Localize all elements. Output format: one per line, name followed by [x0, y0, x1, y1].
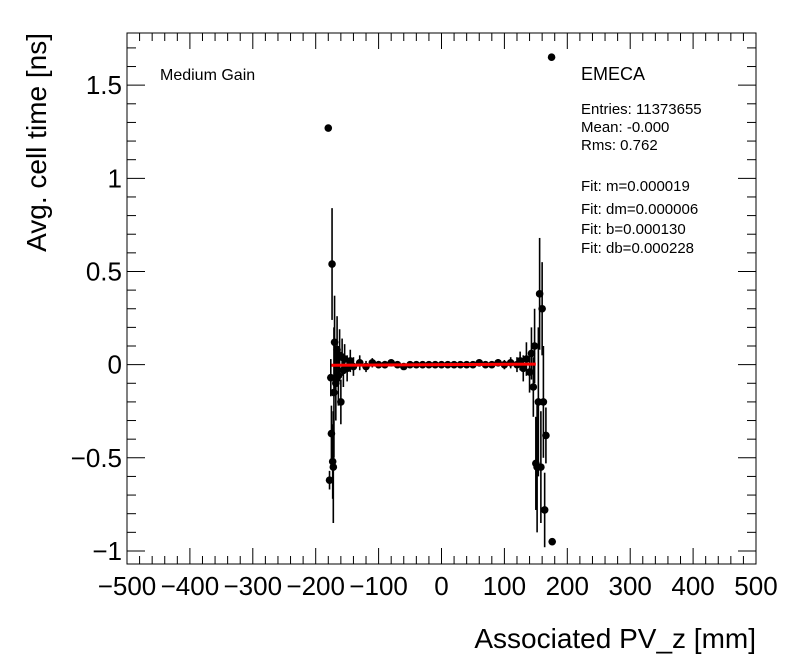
data-point — [548, 537, 557, 546]
gain-label: Medium Gain — [160, 67, 255, 84]
y-tick-label: 1 — [108, 163, 122, 193]
plot-frame — [126, 32, 757, 565]
data-point — [527, 349, 536, 358]
stats-entries: Entries: 11373655 — [581, 101, 702, 118]
fit-dm: Fit: dm=0.000006 — [581, 201, 698, 218]
x-tick-label: 500 — [734, 571, 777, 601]
data-point — [326, 373, 335, 382]
fit-line — [331, 362, 536, 367]
x-tick-label: 0 — [434, 571, 448, 601]
x-tick-label: −300 — [224, 571, 283, 601]
region-label: EMECA — [581, 64, 645, 84]
data-point — [325, 476, 334, 484]
x-tick-label: 100 — [483, 571, 526, 601]
data-point — [537, 463, 545, 471]
x-tick-label: −400 — [161, 571, 220, 601]
y-tick-label: −1 — [92, 536, 122, 566]
data-point — [542, 431, 550, 440]
data-point — [529, 383, 538, 391]
fit-db: Fit: db=0.000228 — [581, 240, 694, 257]
data-point — [538, 304, 546, 313]
fit-m: Fit: m=0.000019 — [581, 178, 690, 195]
stats-mean: Mean: -0.000 — [581, 119, 669, 136]
x-tick-label: 200 — [546, 571, 589, 601]
y-tick-label: 0.5 — [86, 256, 122, 286]
y-tick-label: 1.5 — [86, 70, 122, 100]
x-tick-label: −500 — [98, 571, 157, 601]
tick-labels: −500 −400 −300 −200 −100 0 100 200 300 400 500 −1 −0… — [71, 70, 778, 601]
x-axis-title: Associated PV_z [mm] — [474, 623, 756, 654]
fit-b: Fit: b=0.000130 — [581, 221, 686, 238]
data-point — [522, 355, 531, 363]
axis-ticks — [126, 33, 757, 564]
x-tick-label: 400 — [671, 571, 714, 601]
data-point — [328, 260, 336, 268]
data-point — [324, 124, 333, 132]
stats-rms: Rms: 0.762 — [581, 137, 658, 154]
x-tick-label: 300 — [609, 571, 652, 601]
y-axis-title: Avg. cell time [ns] — [21, 33, 52, 252]
data-point — [519, 364, 528, 373]
data-point — [547, 53, 556, 62]
y-tick-label: 0 — [108, 350, 122, 380]
data-points — [324, 53, 557, 548]
x-tick-label: −100 — [349, 571, 408, 601]
x-tick-label: −200 — [286, 571, 345, 601]
data-point — [346, 357, 355, 365]
data-point — [539, 398, 548, 406]
data-point — [329, 463, 338, 471]
data-point — [540, 506, 549, 514]
y-tick-label: −0.5 — [71, 443, 122, 473]
data-point — [337, 398, 345, 406]
fit-line-group — [331, 362, 536, 367]
data-point — [530, 342, 539, 350]
